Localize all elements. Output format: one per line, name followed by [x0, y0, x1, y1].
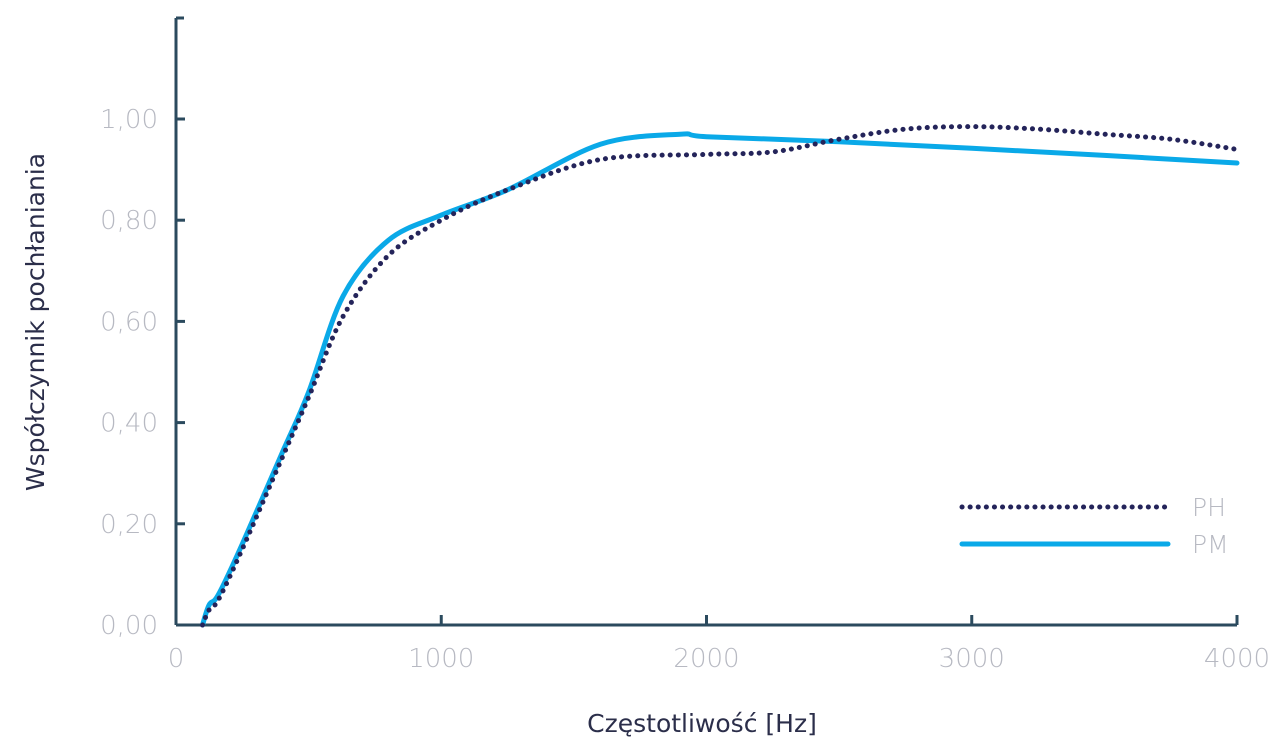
y-tick-label: 0,00: [100, 611, 158, 641]
x-axis-title: Częstotliwość [Hz]: [587, 709, 817, 738]
y-tick-label: 0,80: [100, 206, 158, 236]
series-line-pm: [200, 131, 1240, 628]
legend-label-ph: PH: [1192, 493, 1226, 522]
x-tick-label: 4000: [1204, 644, 1270, 674]
y-tick-label: 0,40: [100, 409, 158, 439]
x-tick-label: 1000: [408, 644, 474, 674]
y-tick-label: 0,20: [100, 510, 158, 540]
y-tick-label: 1,00: [100, 105, 158, 135]
series-line-ph: [200, 124, 1240, 628]
x-tick-label: 3000: [939, 644, 1005, 674]
x-tick-label: 2000: [673, 644, 739, 674]
y-axis-title: Współczynnik pochłaniania: [21, 153, 50, 491]
y-tick-label: 0,60: [100, 307, 158, 337]
x-tick-label: 0: [168, 644, 185, 674]
legend-label-pm: PM: [1192, 530, 1229, 559]
